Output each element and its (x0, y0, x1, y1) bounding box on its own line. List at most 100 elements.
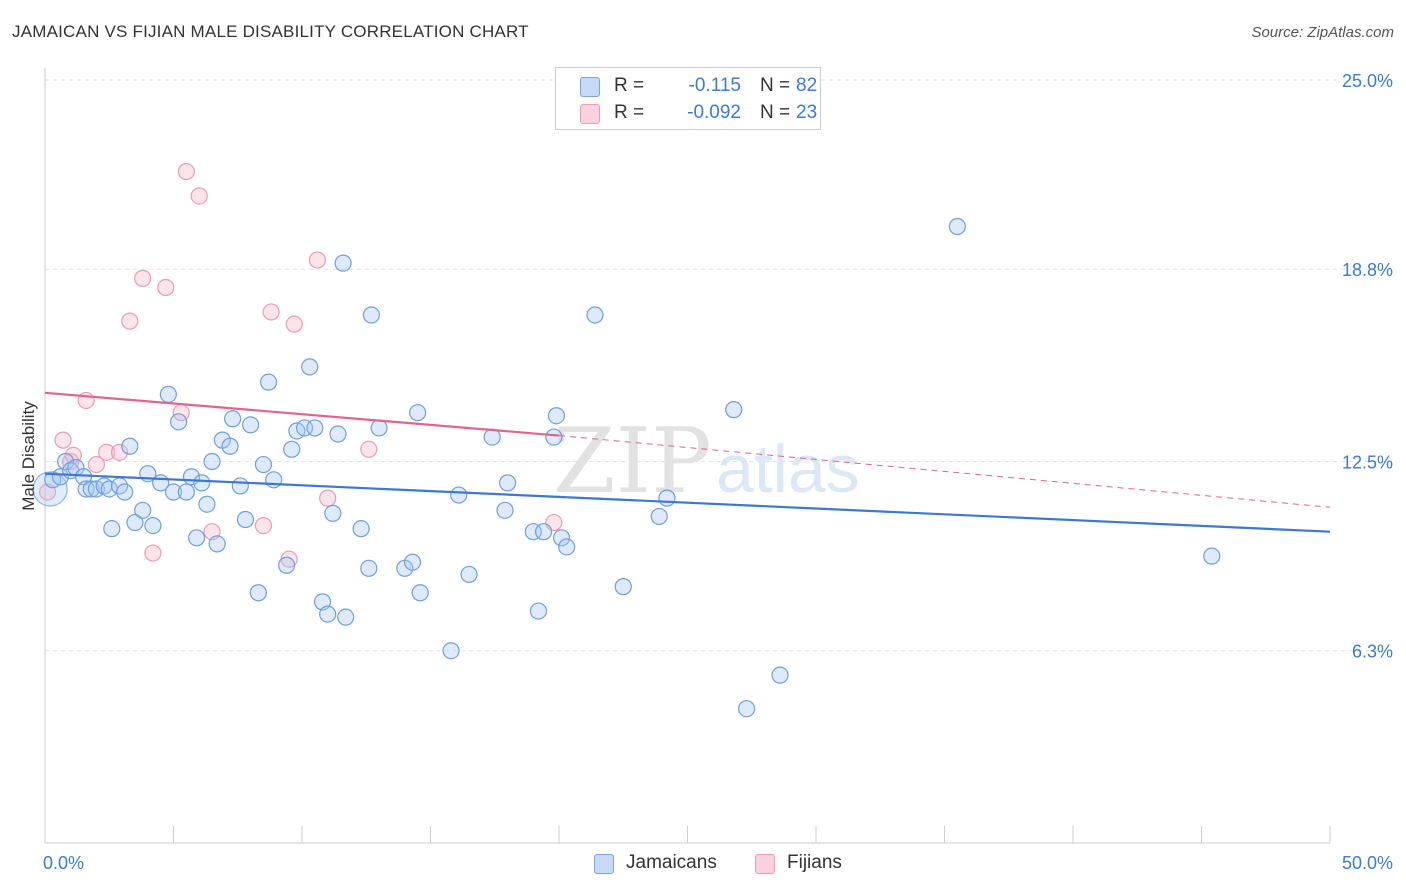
data-point-fijians (134, 269, 152, 287)
data-point-jamaicans (586, 306, 604, 324)
axes (44, 68, 1331, 844)
legend-n-value: 23 (796, 102, 818, 123)
data-point-jamaicans (362, 306, 380, 324)
data-point-jamaicans (236, 510, 255, 529)
data-point-jamaicans (529, 602, 548, 620)
data-point-fijians (262, 303, 280, 321)
trend-line-jamaicans (44, 472, 1331, 533)
data-point-jamaicans (324, 504, 342, 522)
trend-lines (44, 391, 1331, 533)
jamaicans-points (32, 217, 1221, 718)
data-point-jamaicans (650, 507, 668, 526)
data-point-jamaicans (221, 437, 239, 455)
data-point-fijians (87, 455, 106, 474)
data-point-jamaicans (277, 556, 296, 574)
data-point-jamaicans (329, 425, 347, 443)
data-point-fijians (308, 251, 327, 269)
y-tick-label: 18.8% (1342, 260, 1393, 280)
data-point-jamaicans (301, 358, 319, 376)
data-point-jamaicans (552, 529, 571, 547)
data-point-jamaicans (51, 468, 70, 486)
data-point-fijians (254, 516, 273, 535)
data-point-jamaicans (254, 455, 273, 474)
data-point-jamaicans (224, 410, 242, 428)
fijians-points (38, 162, 563, 568)
data-point-fijians (144, 544, 162, 562)
data-point-fijians (177, 162, 195, 181)
data-point-fijians (98, 443, 116, 461)
data-point-fijians (110, 443, 129, 461)
data-point-fijians (190, 187, 208, 205)
data-point-fijians (360, 440, 378, 458)
gridlines (45, 79, 1392, 652)
y-tick-label: 25.0% (1342, 71, 1393, 91)
legend-n-label: N = (760, 102, 791, 123)
data-point-jamaicans (403, 553, 422, 571)
legend-n-value: 82 (796, 75, 818, 96)
legend-swatch-fijians (580, 104, 600, 124)
data-point-jamaicans (306, 419, 324, 437)
data-point-jamaicans (360, 559, 378, 577)
data-point-jamaicans (198, 495, 216, 513)
legend-n-label: N = (760, 75, 791, 96)
series-swatch-fijians (755, 854, 775, 874)
data-point-jamaicans (265, 471, 283, 489)
data-point-jamaicans (188, 529, 206, 547)
data-point-fijians (285, 315, 303, 333)
data-point-jamaicans (738, 700, 756, 718)
data-point-jamaicans (725, 401, 743, 419)
data-point-jamaicans (170, 413, 188, 431)
series-label-jamaicans: Jamaicans (626, 852, 717, 873)
data-point-jamaicans (56, 452, 75, 471)
data-point-jamaicans (134, 501, 152, 519)
data-point-jamaicans (370, 419, 388, 437)
data-point-jamaicans (164, 483, 183, 501)
watermark-atlas: atlas (716, 431, 860, 507)
data-point-jamaicans (103, 520, 121, 538)
data-point-jamaicans (82, 480, 100, 498)
data-point-fijians (319, 489, 337, 507)
trend-line-fijians-extension (558, 435, 1331, 508)
axis-labels: 25.0% 18.8% 12.5% 6.3% 0.0% 50.0% Male Disabil… (19, 71, 1393, 873)
legend-r-label: R = (614, 75, 645, 96)
legend-swatch-jamaicans (580, 77, 600, 97)
data-point-jamaicans (121, 437, 139, 455)
x-tick-label: 0.0% (43, 853, 84, 873)
legend-r-label: R = (614, 102, 645, 123)
source-credit: Source: ZipAtlas.com (1251, 24, 1394, 41)
correlation-legend: R = -0.115 N = 82 R = -0.092 N = 23 (555, 67, 821, 130)
data-point-fijians (157, 278, 175, 297)
y-tick-label: 12.5% (1342, 453, 1393, 473)
data-point-jamaicans (193, 474, 211, 492)
data-point-jamaicans (177, 483, 195, 501)
data-point-jamaicans (450, 486, 468, 504)
data-point-jamaicans (658, 489, 676, 507)
data-point-jamaicans (159, 385, 177, 403)
data-point-fijians (121, 312, 139, 330)
watermark: ZIP atlas (553, 409, 860, 514)
data-point-jamaicans (337, 608, 355, 626)
data-point-jamaicans (116, 483, 134, 501)
data-point-jamaicans (771, 666, 789, 684)
data-point-jamaicans (614, 578, 632, 596)
legend-r-value: -0.115 (688, 75, 741, 96)
data-point-jamaicans (409, 404, 427, 422)
data-point-jamaicans (249, 584, 267, 602)
data-point-jamaicans (126, 513, 144, 532)
y-axis-label: Male Disability (19, 401, 38, 511)
y-tick-label: 6.3% (1352, 642, 1393, 662)
series-swatch-jamaicans (594, 854, 614, 874)
data-point-jamaicans (334, 254, 352, 272)
data-point-jamaicans (203, 452, 221, 471)
data-point-fijians (54, 431, 72, 449)
data-point-jamaicans (1203, 547, 1221, 565)
data-point-jamaicans (144, 516, 162, 535)
data-point-jamaicans (242, 416, 260, 434)
trend-line-fijians (44, 391, 560, 437)
data-point-jamaicans (558, 538, 576, 556)
data-point-jamaicans (948, 217, 966, 236)
series-label-fijians: Fijians (787, 852, 842, 873)
data-point-jamaicans (534, 523, 553, 541)
data-point-jamaicans (231, 477, 249, 495)
data-point-jamaicans (442, 642, 460, 660)
